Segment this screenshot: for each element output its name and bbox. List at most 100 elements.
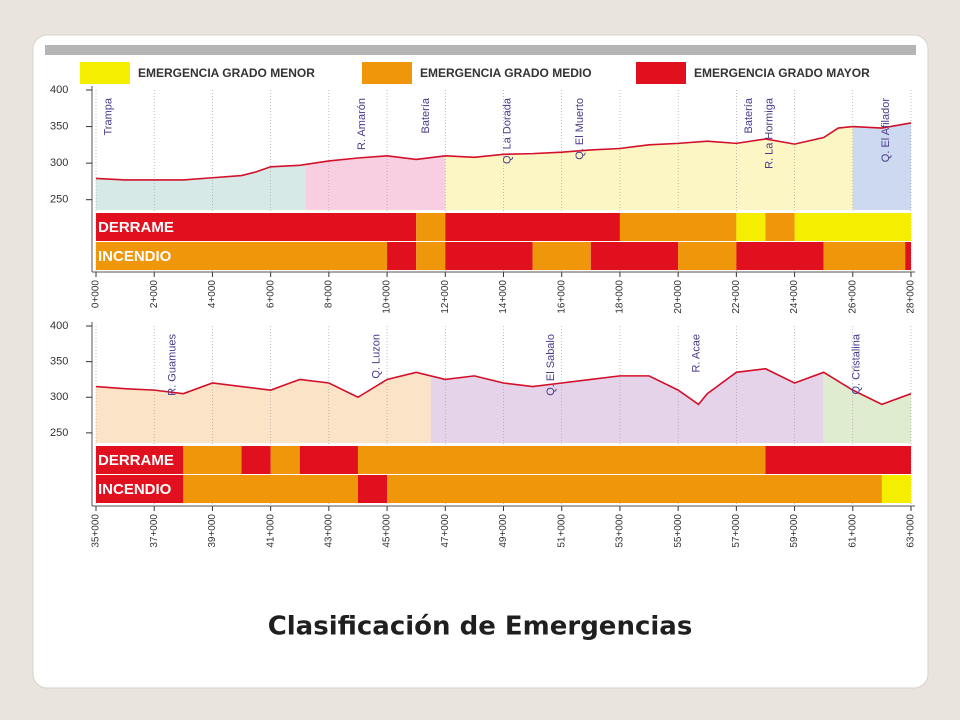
x-tick-label: 53+000 bbox=[615, 514, 626, 548]
x-tick-label: 10+000 bbox=[382, 280, 393, 314]
y-tick-label: 400 bbox=[50, 320, 68, 332]
x-tick-label: 8+000 bbox=[323, 280, 334, 309]
y-tick-label: 250 bbox=[50, 194, 68, 206]
x-tick-label: 22+000 bbox=[731, 280, 742, 314]
emergency-segment bbox=[905, 242, 911, 270]
emergency-segment bbox=[794, 213, 911, 241]
top-bar bbox=[45, 45, 916, 55]
x-tick-label: 16+000 bbox=[556, 280, 567, 314]
y-tick-label: 350 bbox=[50, 120, 68, 132]
emergency-segment bbox=[357, 475, 388, 503]
location-label: Batería bbox=[743, 97, 755, 133]
profile-line bbox=[95, 122, 912, 181]
emergency-segment bbox=[96, 242, 388, 270]
emergency-segment bbox=[765, 213, 795, 241]
emergency-segment bbox=[96, 475, 184, 503]
x-tick-label: 55+000 bbox=[673, 514, 684, 548]
emergency-segment bbox=[387, 242, 417, 270]
zone bbox=[852, 122, 911, 210]
emergency-segment bbox=[881, 475, 911, 503]
x-tick-label: 39+000 bbox=[207, 514, 218, 548]
zone bbox=[823, 372, 911, 443]
y-tick-label: 300 bbox=[50, 157, 68, 169]
x-tick-label: 20+000 bbox=[673, 280, 684, 314]
row-label: INCENDIO bbox=[98, 248, 172, 265]
emergency-segment bbox=[416, 242, 446, 270]
x-tick-label: 14+000 bbox=[498, 280, 509, 314]
zone bbox=[430, 368, 824, 443]
x-tick-label: 18+000 bbox=[615, 280, 626, 314]
y-tick-label: 250 bbox=[50, 427, 68, 439]
x-tick-label: 0+000 bbox=[91, 280, 102, 309]
x-tick-label: 35+000 bbox=[91, 514, 102, 548]
row-label: DERRAME bbox=[98, 452, 174, 469]
location-label: R. Amarón bbox=[356, 98, 368, 150]
emergency-segment bbox=[619, 213, 737, 241]
emergency-segment bbox=[96, 446, 184, 474]
legend-label: EMERGENCIA GRADO MEDIO bbox=[420, 66, 592, 80]
location-label: Q. El Afilador bbox=[880, 98, 892, 163]
location-label: R. Guamues bbox=[167, 334, 179, 396]
emergency-segment bbox=[96, 213, 417, 241]
emergency-segment bbox=[241, 446, 271, 474]
row-label: DERRAME bbox=[98, 219, 174, 236]
profile-line bbox=[95, 367, 912, 406]
location-label: Q. La Dorada bbox=[501, 97, 513, 164]
emergency-segment bbox=[823, 242, 906, 270]
location-label: Batería bbox=[420, 97, 432, 133]
legend-swatch bbox=[80, 62, 130, 84]
x-tick-label: 12+000 bbox=[440, 280, 451, 314]
x-tick-label: 61+000 bbox=[847, 514, 858, 548]
location-label: Trampa bbox=[103, 97, 115, 135]
emergency-segment bbox=[416, 213, 446, 241]
legend-swatch bbox=[636, 62, 686, 84]
location-label: Q. El Sabalo bbox=[545, 334, 557, 396]
caption: Clasificación de Emergencias bbox=[268, 612, 693, 642]
x-tick-label: 41+000 bbox=[265, 514, 276, 548]
x-tick-label: 2+000 bbox=[149, 280, 160, 309]
zone bbox=[96, 372, 431, 443]
row-label: INCENDIO bbox=[98, 481, 172, 498]
emergency-segment bbox=[765, 446, 911, 474]
emergency-segment bbox=[183, 446, 242, 474]
y-tick-label: 300 bbox=[50, 391, 68, 403]
x-tick-label: 47+000 bbox=[440, 514, 451, 548]
emergency-segment bbox=[270, 446, 300, 474]
legend-swatch bbox=[362, 62, 412, 84]
emergency-segment bbox=[183, 475, 358, 503]
x-tick-label: 24+000 bbox=[789, 280, 800, 314]
legend-label: EMERGENCIA GRADO MAYOR bbox=[694, 66, 870, 80]
emergency-segment bbox=[445, 213, 620, 241]
y-tick-label: 350 bbox=[50, 356, 68, 368]
emergency-segment bbox=[590, 242, 679, 270]
emergency-segment bbox=[736, 213, 766, 241]
x-tick-label: 51+000 bbox=[556, 514, 567, 548]
emergency-segment bbox=[387, 475, 882, 503]
x-tick-label: 59+000 bbox=[789, 514, 800, 548]
x-tick-label: 4+000 bbox=[207, 280, 218, 309]
x-tick-label: 37+000 bbox=[149, 514, 160, 548]
location-label: R. Acae bbox=[691, 334, 703, 373]
legend-label: EMERGENCIA GRADO MENOR bbox=[138, 66, 315, 80]
emergency-segment bbox=[736, 242, 824, 270]
x-tick-label: 57+000 bbox=[731, 514, 742, 548]
zone bbox=[305, 155, 446, 210]
emergency-segment bbox=[678, 242, 737, 270]
zone bbox=[96, 164, 306, 210]
emergency-segment bbox=[532, 242, 591, 270]
x-tick-label: 63+000 bbox=[906, 514, 917, 548]
x-tick-label: 28+000 bbox=[906, 280, 917, 314]
location-label: Q. Luzon bbox=[370, 334, 382, 379]
x-tick-label: 45+000 bbox=[382, 514, 393, 548]
y-tick-label: 400 bbox=[50, 84, 68, 96]
emergency-segment bbox=[445, 242, 533, 270]
emergency-segment bbox=[299, 446, 358, 474]
x-tick-label: 6+000 bbox=[265, 280, 276, 309]
location-label: Q. Cristalina bbox=[851, 333, 863, 394]
x-tick-label: 43+000 bbox=[323, 514, 334, 548]
zone bbox=[445, 126, 853, 210]
emergency-segment bbox=[357, 446, 766, 474]
location-label: Q. El Muerto bbox=[574, 98, 586, 160]
